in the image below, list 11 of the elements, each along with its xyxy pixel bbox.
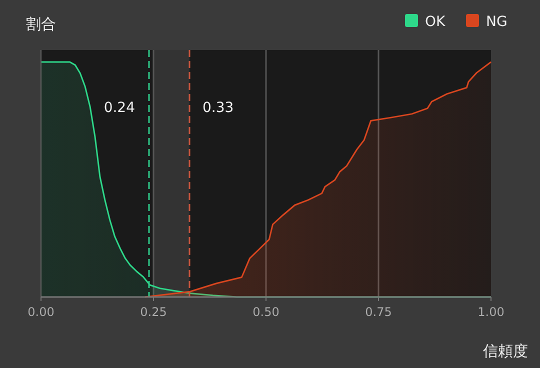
legend-label: OK [425,14,446,30]
x-tick-label: 1.00 [478,305,504,319]
x-tick-label: 0.75 [365,305,392,319]
ref-line-label: 0.24 [104,100,136,116]
x-tick-label: 0.50 [252,305,280,319]
x-axis-title: 信頼度 [483,342,528,360]
x-tick-label: 0.00 [28,305,54,319]
legend-label: NG [486,14,508,30]
ref-line-label: 0.33 [202,100,234,116]
x-tick-label: 0.25 [140,305,167,319]
y-axis-title: 割合 [26,15,56,33]
